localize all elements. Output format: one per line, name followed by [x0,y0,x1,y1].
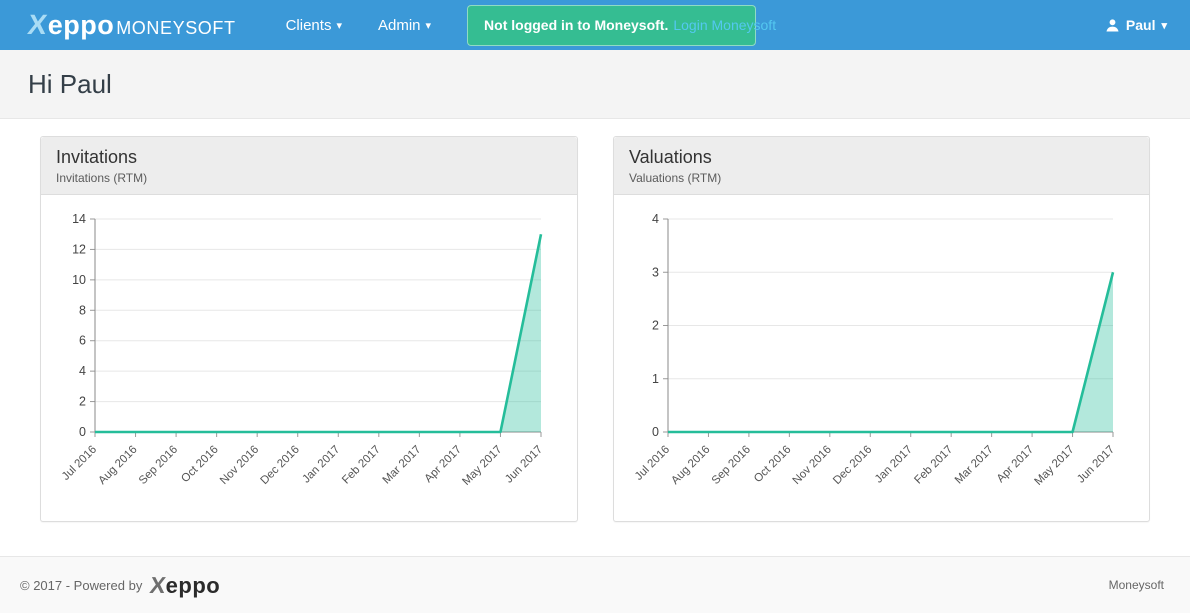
svg-text:Oct 2016: Oct 2016 [179,443,220,484]
valuations-panel-title: Valuations [629,147,712,167]
svg-text:Oct 2016: Oct 2016 [752,443,793,484]
svg-text:Nov 2016: Nov 2016 [791,443,834,486]
nav-item-clients[interactable]: Clients ▾ [268,2,360,49]
svg-text:6: 6 [79,333,86,347]
svg-text:May 2017: May 2017 [460,443,504,487]
invitations-area-chart: 0 2 4 6 8 10 12 14 Jul 2016 Aug 2016 Sep 2016 Oct 2… [49,205,565,513]
dashboard-content: Invitations Invitations (RTM) 0 2 4 6 8 10 12 1… [0,119,1190,556]
page-header: Hi Paul [0,50,1190,119]
user-name: Paul [1125,17,1156,33]
invitations-panel-subtitle: Invitations (RTM) [56,170,148,185]
svg-text:Feb 2017: Feb 2017 [912,443,955,486]
xeppo-x-logo-icon: X [25,9,49,40]
svg-text:8: 8 [79,303,86,317]
svg-text:4: 4 [652,212,659,226]
svg-text:May 2017: May 2017 [1032,443,1076,487]
nav-item-admin[interactable]: Admin ▾ [360,2,449,49]
top-navbar: X eppo MONEYSOFT Clients ▾ Admin ▾ Not l… [0,0,1190,50]
svg-text:Sep 2016: Sep 2016 [137,443,180,486]
invitations-panel-title: Invitations [56,147,138,167]
brand-name: eppo [47,10,115,40]
svg-text:Mar 2017: Mar 2017 [381,443,424,486]
svg-text:14: 14 [72,212,86,226]
nav-item-admin-label: Admin [377,16,421,34]
invitations-panel: Invitations Invitations (RTM) 0 2 4 6 8 10 12 1… [40,136,578,522]
svg-text:Jun 2017: Jun 2017 [1075,443,1117,485]
user-menu[interactable]: Paul ▾ [1097,2,1175,48]
brand-suffix: MONEYSOFT [116,18,236,38]
valuations-panel-heading: Valuations Valuations (RTM) [614,137,1149,195]
svg-text:0: 0 [652,425,659,439]
svg-text:Jul 2016: Jul 2016 [633,443,672,482]
svg-text:Jun 2017: Jun 2017 [503,443,545,485]
footer-copyright: © 2017 - Powered by [20,577,143,593]
svg-text:0: 0 [79,425,86,439]
svg-text:Apr 2017: Apr 2017 [995,443,1036,484]
svg-text:3: 3 [652,265,659,279]
footer-brand-name: eppo [165,572,221,598]
svg-text:Dec 2016: Dec 2016 [831,443,874,486]
page-title: Hi Paul [28,68,112,99]
brand-link[interactable]: X eppo MONEYSOFT [25,9,236,41]
footer-xeppo-logo: X eppo [149,572,221,599]
caret-down-icon: ▾ [1161,19,1167,32]
svg-text:Sep 2016: Sep 2016 [710,443,753,486]
svg-text:4: 4 [79,364,86,378]
svg-text:2: 2 [652,318,659,332]
valuations-area-chart: 0 1 2 3 4 Jul 2016 Aug 2016 Sep 2016 Oct 2016 Nov… [622,205,1137,513]
svg-text:1: 1 [652,371,659,385]
footer-moneysoft-label: Moneysoft [1108,578,1164,592]
valuations-panel-subtitle: Valuations (RTM) [629,170,722,185]
svg-text:10: 10 [72,272,86,286]
user-icon [1106,18,1119,31]
svg-text:Dec 2016: Dec 2016 [259,443,302,486]
svg-text:Aug 2016: Aug 2016 [96,443,139,486]
svg-text:Apr 2017: Apr 2017 [423,443,464,484]
valuations-panel: Valuations Valuations (RTM) 0 1 2 3 4 Jul 201… [613,136,1150,522]
svg-text:Nov 2016: Nov 2016 [218,443,261,486]
site-footer: © 2017 - Powered by X eppo Moneysoft [0,556,1190,613]
invitations-panel-heading: Invitations Invitations (RTM) [41,137,577,195]
svg-text:Aug 2016: Aug 2016 [669,443,712,486]
svg-text:Jan 2017: Jan 2017 [873,443,915,485]
svg-text:12: 12 [72,242,86,256]
caret-down-icon: ▾ [425,19,432,32]
svg-text:Jan 2017: Jan 2017 [300,443,342,485]
svg-text:2: 2 [79,394,86,408]
login-moneysoft-link[interactable]: Login Moneysoft [673,17,777,33]
footer-left: © 2017 - Powered by X eppo [20,572,220,599]
alert-message: Not logged in to Moneysoft. [484,17,669,33]
invitations-panel-body: 0 2 4 6 8 10 12 14 Jul 2016 Aug 2016 Sep 2016 Oct 2… [41,195,577,521]
caret-down-icon: ▾ [336,19,342,32]
svg-text:Jul 2016: Jul 2016 [60,443,99,482]
svg-text:Mar 2017: Mar 2017 [953,443,996,486]
main-nav: Clients ▾ Admin ▾ [268,2,449,49]
svg-text:Feb 2017: Feb 2017 [340,443,383,486]
moneysoft-login-alert: Not logged in to Moneysoft. Login Moneys… [467,4,776,46]
valuations-panel-body: 0 1 2 3 4 Jul 2016 Aug 2016 Sep 2016 Oct 2016 Nov… [614,195,1149,521]
nav-item-clients-label: Clients [285,16,332,34]
